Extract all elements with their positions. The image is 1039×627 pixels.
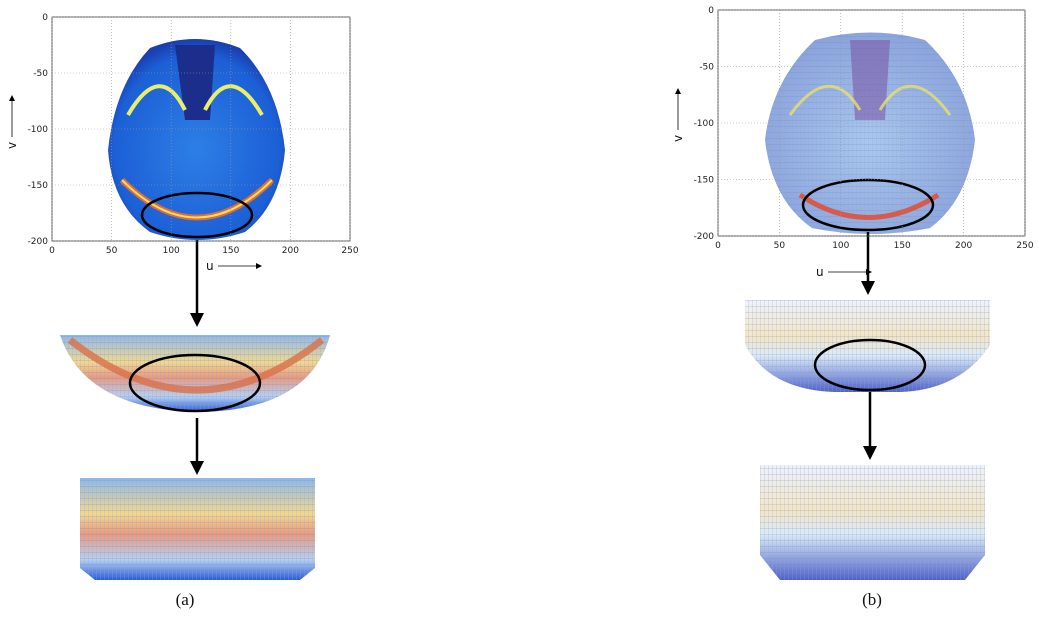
- x-tick-label: 100: [163, 246, 180, 256]
- y-tick-label: 0: [42, 13, 48, 23]
- caption: (b): [862, 590, 882, 609]
- y-tick-label: -200: [694, 232, 715, 242]
- y-axis-label: v: [5, 142, 19, 149]
- panel-b-image: [745, 33, 990, 581]
- y-tick-label: -50: [699, 63, 714, 73]
- y-tick-label: -100: [694, 119, 715, 129]
- x-tick-label: 250: [1016, 241, 1033, 251]
- axis-arrowhead: [256, 263, 262, 269]
- figure: 0-50-100-150-200050100150200250vu(a)0-50…: [0, 0, 1039, 627]
- x-axis-label: u: [206, 259, 214, 273]
- x-tick-label: 150: [894, 241, 911, 251]
- panel-a-image: [60, 39, 330, 580]
- x-tick-label: 200: [282, 246, 299, 256]
- x-tick-label: 50: [774, 241, 786, 251]
- axis-arrowhead: [9, 95, 15, 101]
- x-tick-label: 0: [49, 246, 55, 256]
- x-tick-label: 50: [106, 246, 118, 256]
- x-axis-label: u: [816, 265, 824, 279]
- y-tick-label: -50: [33, 69, 48, 79]
- x-tick-label: 0: [715, 241, 721, 251]
- y-tick-label: -200: [28, 237, 49, 247]
- y-axis-label: v: [671, 135, 685, 142]
- y-tick-label: -150: [28, 181, 49, 191]
- x-tick-label: 250: [341, 246, 358, 256]
- axis-arrowhead: [675, 88, 681, 94]
- y-tick-label: 0: [708, 6, 714, 16]
- y-tick-label: -100: [28, 125, 49, 135]
- x-tick-label: 150: [222, 246, 239, 256]
- caption: (a): [176, 590, 195, 609]
- x-tick-label: 100: [832, 241, 849, 251]
- x-tick-label: 200: [955, 241, 972, 251]
- y-tick-label: -150: [694, 176, 715, 186]
